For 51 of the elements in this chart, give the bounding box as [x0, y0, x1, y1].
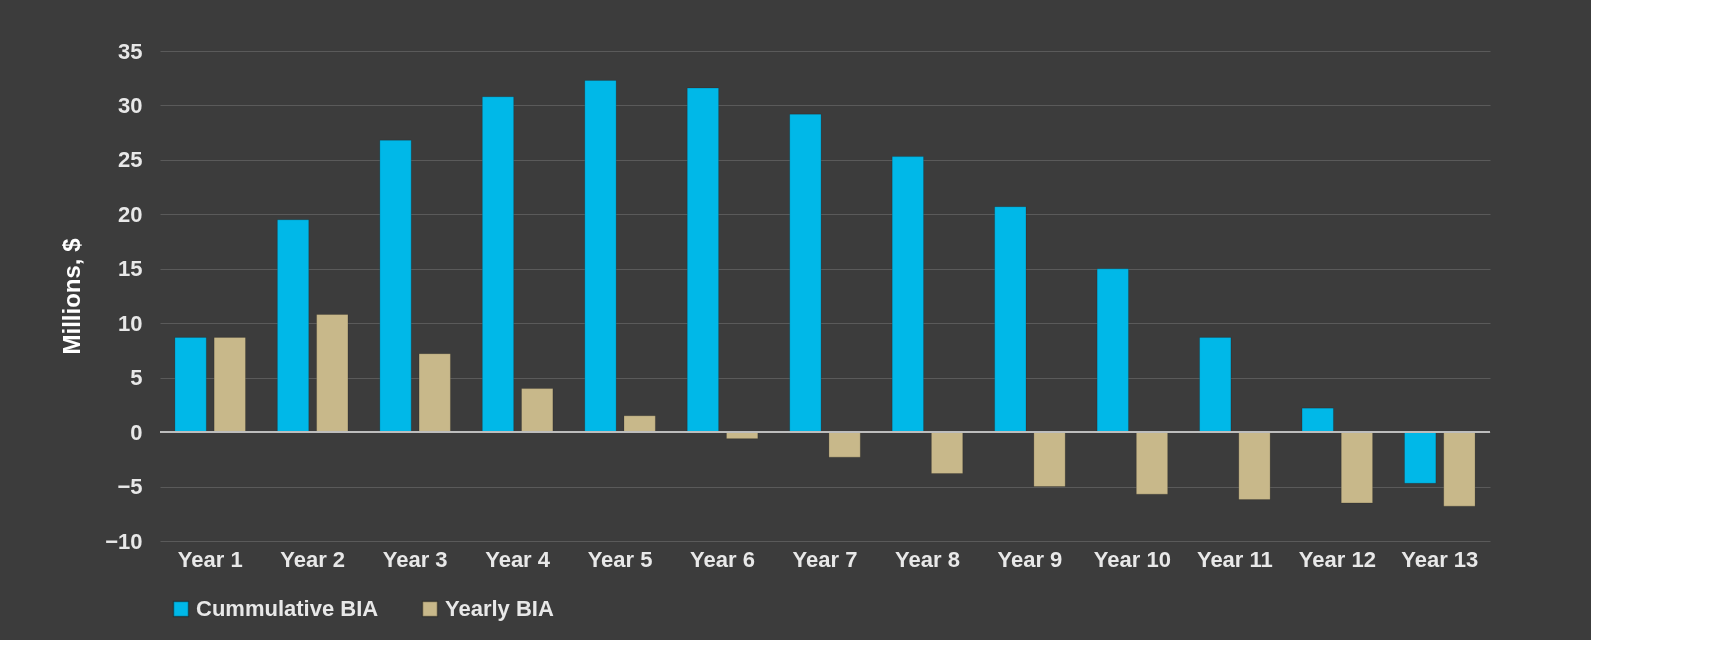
y-tick-label: −10 — [105, 528, 143, 554]
bar — [623, 415, 656, 433]
bar — [891, 156, 924, 433]
bar — [521, 388, 554, 433]
bar — [316, 314, 349, 433]
bar — [1238, 431, 1271, 500]
x-tick-label: Year 9 — [997, 546, 1063, 572]
y-tick-label: 35 — [118, 38, 143, 64]
legend-label: Cummulative BIA — [196, 596, 379, 621]
x-tick-label: Year 6 — [690, 546, 755, 572]
bar — [174, 337, 207, 433]
bar — [482, 96, 514, 433]
x-tick-label: Year 13 — [1401, 546, 1479, 572]
y-tick-label: 20 — [118, 201, 143, 227]
y-tick-label: 0 — [130, 419, 143, 445]
x-tick-label: Year 11 — [1196, 546, 1273, 572]
y-axis-title: Millions, $ — [58, 237, 86, 355]
bar — [931, 431, 963, 474]
bar — [418, 353, 451, 433]
bar — [379, 140, 412, 433]
x-tick-label: Year 12 — [1298, 546, 1376, 572]
x-tick-label: Year 4 — [485, 546, 551, 572]
x-tick-label: Year 1 — [177, 546, 243, 572]
bar — [1199, 337, 1232, 433]
bar — [828, 431, 861, 458]
bar — [1096, 268, 1129, 433]
y-tick-label: 10 — [118, 310, 143, 336]
bar — [1404, 431, 1437, 484]
y-tick-label: 30 — [118, 92, 143, 118]
bar — [1136, 431, 1168, 495]
bar — [687, 87, 719, 433]
x-tick-label: Year 2 — [280, 546, 346, 572]
y-tick-label: 15 — [118, 256, 143, 282]
y-tick-label: −5 — [117, 474, 143, 500]
y-tick-label: 5 — [130, 365, 143, 391]
bar — [584, 80, 617, 433]
x-tick-label: Year 3 — [382, 546, 448, 572]
legend-label: Yearly BIA — [445, 596, 554, 621]
x-tick-label: Year 7 — [792, 546, 858, 572]
x-tick-label: Year 5 — [587, 546, 653, 572]
bar — [277, 219, 309, 433]
bar — [789, 113, 822, 433]
x-tick-label: Year 10 — [1093, 546, 1171, 572]
bar — [1033, 431, 1066, 487]
bar — [1301, 407, 1334, 433]
y-tick-label: 25 — [118, 147, 143, 173]
bar — [994, 206, 1027, 433]
bar — [1443, 431, 1476, 507]
bar — [213, 337, 246, 433]
bar — [1341, 431, 1373, 504]
x-tick-label: Year 8 — [895, 546, 960, 572]
